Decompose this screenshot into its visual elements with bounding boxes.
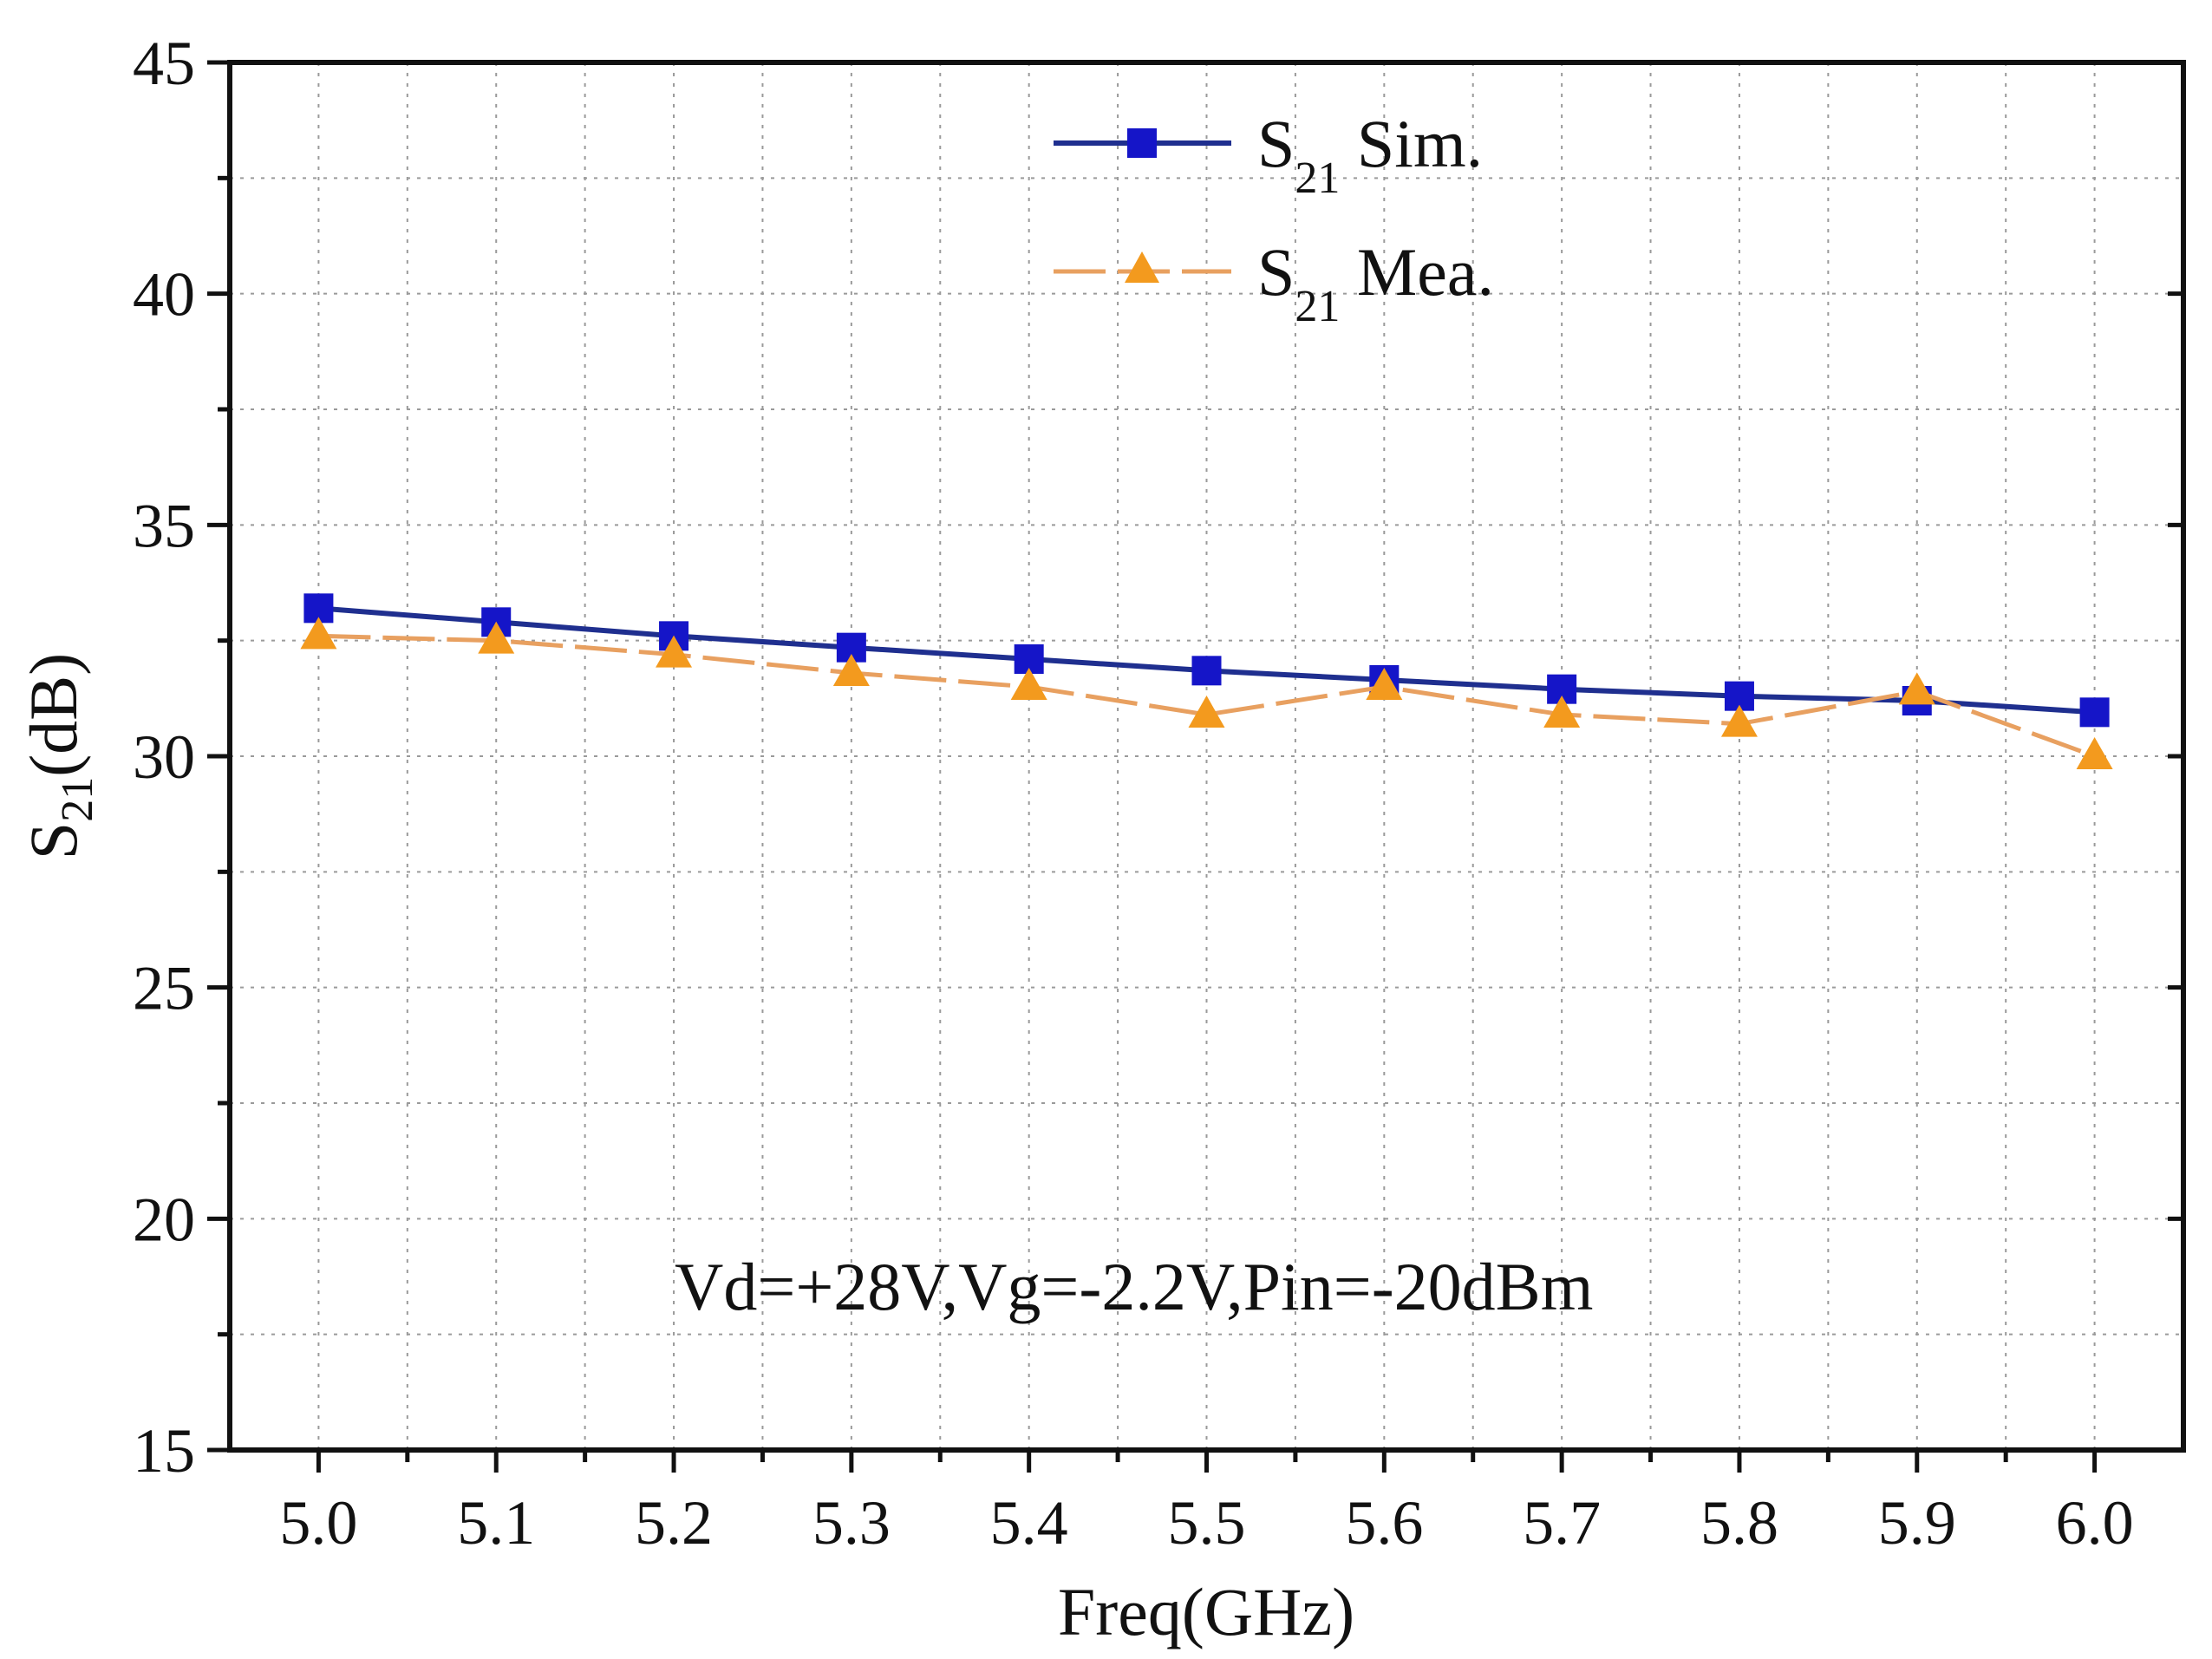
y-tick-label: 15	[133, 1416, 195, 1486]
y-tick-label: 25	[133, 954, 195, 1023]
sim-data-point	[1191, 656, 1222, 686]
legend-label-sim-main: S	[1257, 106, 1295, 181]
legend-label-mea-main: S	[1257, 234, 1295, 310]
y-tick-labels: 15 20 25 30 35 40 45	[133, 29, 195, 1486]
legend-label-mea-rest: Mea.	[1340, 234, 1494, 310]
x-tick-label: 5.2	[635, 1488, 713, 1558]
y-tick-label: 45	[133, 29, 195, 98]
mea-data-point	[1543, 696, 1581, 728]
legend-entry-sim: S21 Sim.	[1054, 106, 1483, 203]
y-tick-label: 35	[133, 491, 195, 560]
legend-label-mea: S21 Mea.	[1257, 234, 1494, 331]
x-tick-label: 5.5	[1168, 1488, 1246, 1558]
x-tick-label: 5.7	[1523, 1488, 1601, 1558]
mea-data-point	[1188, 696, 1225, 728]
mea-data-point	[656, 635, 693, 668]
legend-label-sim-rest: Sim.	[1340, 106, 1483, 181]
bias-condition-annotation: Vd=+28V,Vg=-2.2V,Pin=-20dBm	[675, 1249, 1593, 1324]
x-tick-label: 5.3	[812, 1488, 891, 1558]
y-axis-title-sub: 21	[53, 777, 102, 822]
legend-label-mea-sub: 21	[1295, 282, 1340, 331]
legend-marker-sim	[1127, 128, 1157, 158]
mea-data-point	[1898, 672, 1935, 705]
series-line-mea	[318, 633, 2096, 759]
x-tick-labels: 5.0 5.1 5.2 5.3 5.4 5.5 5.6 5.7 5.8 5.9 6.0	[279, 1488, 2133, 1558]
y-axis-title-rest: (dB)	[16, 653, 91, 777]
x-tick-label: 5.0	[279, 1488, 357, 1558]
x-tick-label: 5.9	[1878, 1488, 1956, 1558]
legend-label-sim-sub: 21	[1295, 153, 1340, 203]
series-layer	[300, 593, 2113, 769]
legend: S21 Sim. S21 Mea.	[1054, 106, 1494, 331]
mea-data-point	[1366, 668, 1403, 700]
y-axis-title: S21(dB)	[16, 653, 102, 859]
mea-data-point	[1720, 704, 1758, 737]
sim-data-point	[2079, 697, 2110, 728]
mea-data-point	[300, 617, 337, 650]
mea-data-point	[2076, 737, 2113, 769]
x-tick-label: 5.4	[990, 1488, 1068, 1558]
x-tick-label: 5.6	[1345, 1488, 1423, 1558]
x-tick-label: 5.8	[1700, 1488, 1778, 1558]
legend-entry-mea: S21 Mea.	[1054, 234, 1494, 331]
y-tick-label: 20	[133, 1185, 195, 1254]
y-tick-label: 30	[133, 722, 195, 792]
y-tick-label: 40	[133, 260, 195, 330]
x-tick-label: 5.1	[457, 1488, 535, 1558]
mea-data-point	[478, 621, 515, 654]
legend-marker-mea	[1125, 251, 1159, 283]
y-axis-title-main: S	[16, 822, 91, 859]
x-tick-label: 6.0	[2056, 1488, 2134, 1558]
legend-label-sim: S21 Sim.	[1257, 106, 1483, 203]
mea-data-point	[832, 654, 870, 686]
mea-data-point	[1010, 668, 1047, 700]
axis-ticks	[207, 60, 2183, 1473]
x-axis-title: Freq(GHz)	[1058, 1574, 1354, 1649]
